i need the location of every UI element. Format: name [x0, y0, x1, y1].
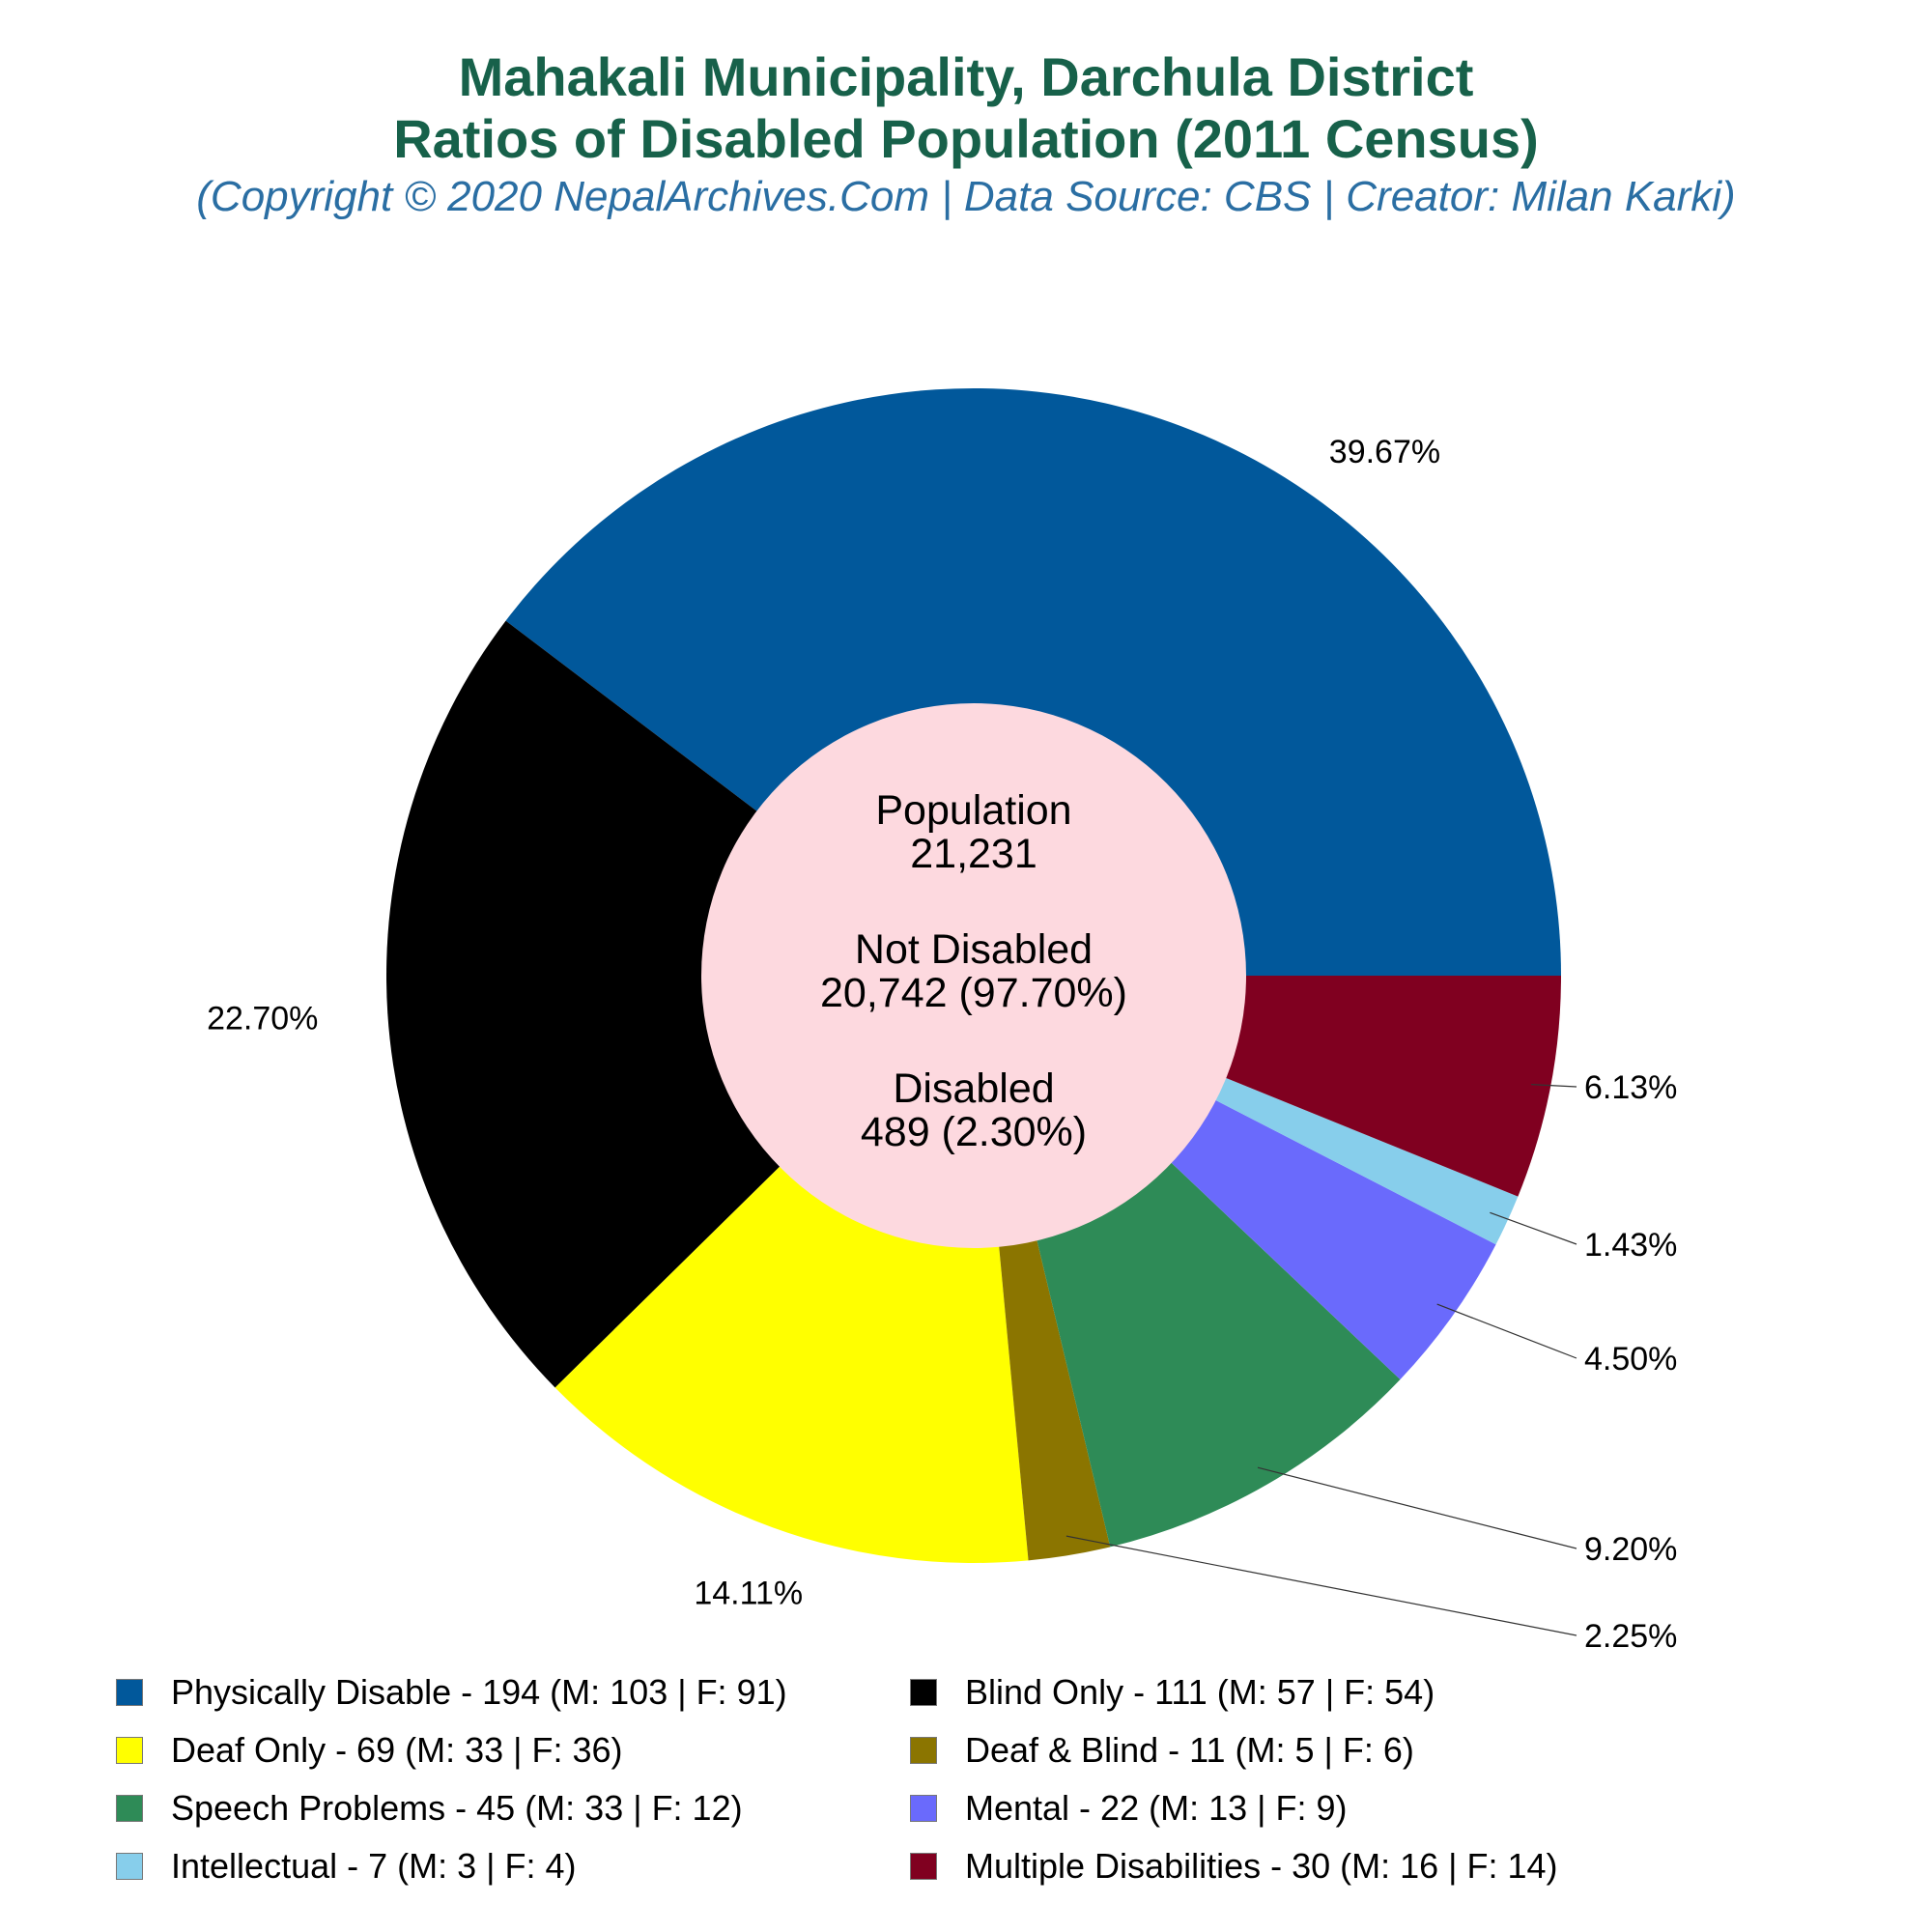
percent-label: 1.43%	[1584, 1227, 1677, 1264]
slice-physically-disable	[505, 387, 1562, 976]
chart-subtitle: (Copyright © 2020 NepalArchives.Com | Da…	[196, 173, 1736, 220]
chart-title-line-1: Mahakali Municipality, Darchula District	[458, 46, 1474, 107]
not-disabled-label: Not Disabled	[855, 926, 1093, 973]
population-label: Population	[875, 787, 1071, 834]
center-summary: Population 21,231 Not Disabled 20,742 (9…	[820, 787, 1127, 1155]
percent-labels-layer: 39.67% 22.70% 14.11% 2.25% 9.20% 4.50% 1.43% 6.…	[207, 434, 1677, 1655]
percent-label: 22.70%	[207, 1001, 318, 1037]
leader-line	[1065, 1535, 1577, 1636]
not-disabled-value: 20,742 (97.70%)	[820, 970, 1127, 1016]
leader-line	[1490, 1211, 1577, 1245]
population-value: 21,231	[910, 831, 1037, 877]
percent-label: 6.13%	[1584, 1069, 1677, 1106]
percent-label: 4.50%	[1584, 1341, 1677, 1378]
leader-lines-layer	[1065, 1084, 1577, 1636]
disabled-label: Disabled	[893, 1065, 1054, 1112]
disabled-value: 489 (2.30%)	[861, 1109, 1087, 1155]
chart-title-line-2: Ratios of Disabled Population (2011 Cens…	[393, 108, 1539, 169]
leader-line	[1257, 1466, 1577, 1549]
percent-label: 39.67%	[1329, 434, 1440, 470]
slice-blind-only	[385, 620, 975, 1388]
leader-line	[1436, 1303, 1577, 1359]
leader-line	[1531, 1084, 1577, 1088]
percent-label: 9.20%	[1584, 1531, 1677, 1568]
percent-label: 2.25%	[1584, 1618, 1677, 1655]
center-circle	[701, 703, 1246, 1248]
percent-label: 14.11%	[694, 1576, 803, 1612]
